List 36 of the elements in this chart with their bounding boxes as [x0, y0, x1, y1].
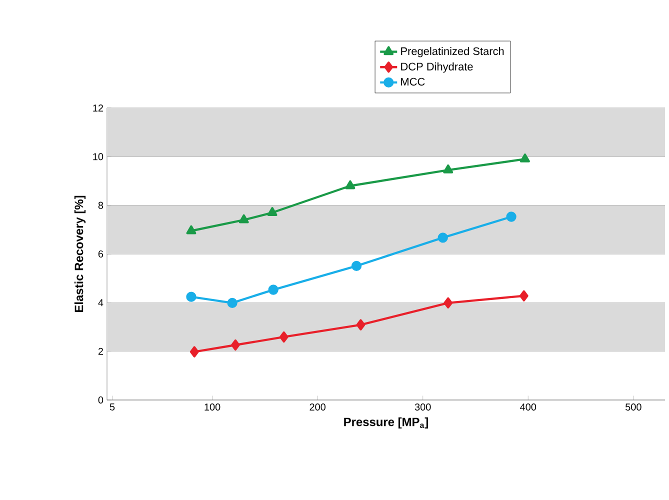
legend-label: DCP Dihydrate [401, 62, 473, 73]
point [506, 212, 516, 222]
x-tick-label: 400 [520, 404, 536, 411]
point [238, 214, 249, 224]
legend-label: MCC [401, 78, 425, 86]
point [345, 180, 356, 190]
point [279, 331, 288, 343]
legend-label: Pregelatinized Starch [401, 47, 504, 58]
x-axis-title: Pressure [MP$_{a}$] [344, 417, 428, 429]
point [443, 164, 454, 174]
x-tick-label: 5 [110, 404, 115, 410]
point [267, 207, 278, 216]
y-tick-label: 4 [98, 299, 104, 306]
y-axis-title: Elastic Recovery [%] [74, 196, 86, 312]
point [351, 260, 362, 271]
point [230, 339, 240, 351]
point [356, 319, 366, 330]
point [519, 290, 528, 302]
x-tick-label: 100 [204, 404, 220, 411]
y-tick-label: 6 [98, 250, 104, 258]
point [227, 298, 238, 308]
x-tick-label: 200 [310, 404, 326, 411]
point [268, 284, 278, 295]
x-tick-label: 300 [414, 404, 431, 411]
point [438, 232, 448, 243]
y-tick-label: 10 [93, 153, 104, 160]
x-tick-label: 500 [626, 404, 642, 411]
y-tick-label: 12 [93, 104, 103, 112]
y-tick-label: 0 [98, 396, 104, 404]
point [444, 297, 453, 308]
point [520, 154, 530, 162]
point [186, 225, 196, 234]
y-tick-label: 8 [98, 202, 104, 209]
y-tick-label: 2 [98, 348, 103, 355]
point [186, 292, 196, 302]
point [190, 346, 199, 358]
